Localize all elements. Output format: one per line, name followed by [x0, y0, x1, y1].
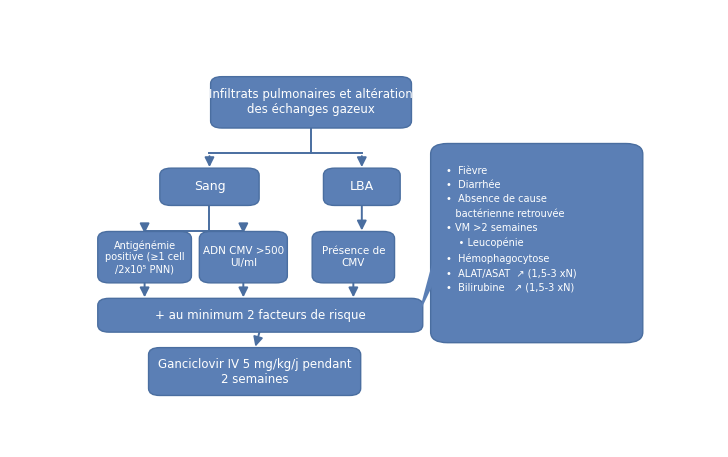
Text: Présence de
CMV: Présence de CMV	[322, 246, 385, 268]
FancyBboxPatch shape	[210, 77, 411, 128]
Text: Ganciclovir IV 5 mg/kg/j pendant
2 semaines: Ganciclovir IV 5 mg/kg/j pendant 2 semai…	[158, 357, 352, 386]
Text: •  Fièvre
•  Diarrhée
•  Absence de cause
   bactérienne retrouvée
• VM >2 semai: • Fièvre • Diarrhée • Absence de cause b…	[446, 165, 577, 292]
FancyBboxPatch shape	[312, 232, 395, 283]
FancyBboxPatch shape	[98, 232, 191, 283]
FancyBboxPatch shape	[431, 143, 643, 343]
FancyBboxPatch shape	[98, 298, 423, 332]
Text: Sang: Sang	[194, 181, 225, 193]
FancyBboxPatch shape	[160, 168, 259, 206]
Polygon shape	[418, 252, 435, 315]
Text: ADN CMV >500
UI/ml: ADN CMV >500 UI/ml	[203, 246, 284, 268]
Text: LBA: LBA	[349, 181, 374, 193]
Text: Antigénémie
positive (≥1 cell
/2x10⁵ PNN): Antigénémie positive (≥1 cell /2x10⁵ PNN…	[105, 240, 184, 274]
FancyBboxPatch shape	[149, 348, 360, 395]
Text: Infiltrats pulmonaires et altération
des échanges gazeux: Infiltrats pulmonaires et altération des…	[209, 88, 413, 117]
FancyBboxPatch shape	[323, 168, 400, 206]
FancyBboxPatch shape	[199, 232, 288, 283]
Text: + au minimum 2 facteurs de risque: + au minimum 2 facteurs de risque	[155, 309, 365, 322]
